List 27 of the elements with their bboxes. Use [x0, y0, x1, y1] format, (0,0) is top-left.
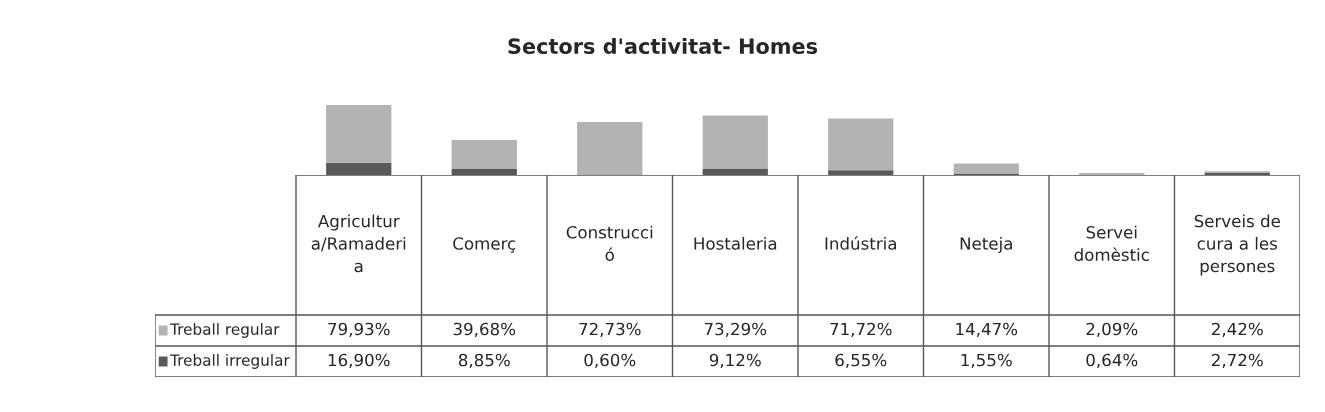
- data-label: 9,12%: [709, 353, 761, 369]
- x-tick-label: Hostaleria: [694, 236, 777, 250]
- chart-title: Sectors d'activitat- Homes: [508, 37, 818, 55]
- data-label: 2,42%: [1212, 322, 1263, 338]
- data-label: 73,29%: [704, 322, 767, 338]
- x-tick-label: Agricultura/Ramaderia: [311, 214, 406, 273]
- data-label: 71,72%: [830, 322, 892, 338]
- x-tick-label: Serveis de cura a les persones: [1194, 214, 1280, 276]
- data-label: 6,55%: [835, 353, 887, 369]
- x-tick-label: Servei domèstic: [1074, 225, 1149, 262]
- data-label: 8,85%: [458, 353, 510, 369]
- data-label: 14,47%: [956, 322, 1018, 338]
- x-tick-label: Indústria: [825, 236, 897, 250]
- data-label: 72,73%: [579, 322, 641, 338]
- data-label: 1,55%: [961, 353, 1012, 369]
- data-label: 0,60%: [584, 353, 636, 369]
- data-label: 16,90%: [328, 353, 390, 369]
- data-label: 0,64%: [1086, 353, 1138, 369]
- data-label: 2,72%: [1212, 353, 1263, 369]
- data-label: 79,93%: [328, 322, 390, 338]
- data-label: 39,68%: [453, 322, 516, 338]
- x-tick-label: Comerç: [453, 237, 516, 253]
- data-label: 2,09%: [1086, 322, 1138, 338]
- x-tick-label: Neteja: [960, 236, 1012, 254]
- x-tick-label: Construcció: [566, 225, 653, 262]
- legend-label: Treball regular: [170, 323, 280, 338]
- legend-label: Treball irregular: [170, 354, 290, 369]
